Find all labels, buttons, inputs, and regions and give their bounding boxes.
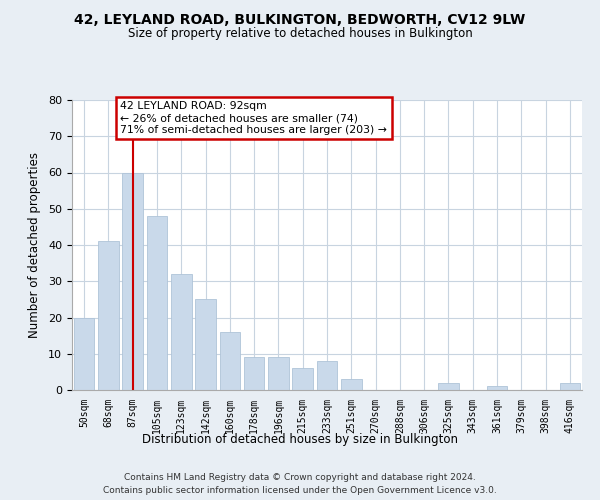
Bar: [122, 172, 143, 390]
Bar: [220, 332, 240, 390]
Bar: [244, 358, 265, 390]
Text: 42 LEYLAND ROAD: 92sqm
← 26% of detached houses are smaller (74)
71% of semi-det: 42 LEYLAND ROAD: 92sqm ← 26% of detached…: [121, 102, 388, 134]
Text: Distribution of detached houses by size in Bulkington: Distribution of detached houses by size …: [142, 432, 458, 446]
Bar: [98, 242, 119, 390]
Y-axis label: Number of detached properties: Number of detached properties: [28, 152, 41, 338]
Bar: [268, 358, 289, 390]
Bar: [438, 383, 459, 390]
Bar: [171, 274, 191, 390]
Text: Contains HM Land Registry data © Crown copyright and database right 2024.: Contains HM Land Registry data © Crown c…: [124, 472, 476, 482]
Bar: [487, 386, 508, 390]
Bar: [341, 379, 362, 390]
Bar: [74, 318, 94, 390]
Bar: [317, 361, 337, 390]
Text: 42, LEYLAND ROAD, BULKINGTON, BEDWORTH, CV12 9LW: 42, LEYLAND ROAD, BULKINGTON, BEDWORTH, …: [74, 12, 526, 26]
Text: Contains public sector information licensed under the Open Government Licence v3: Contains public sector information licen…: [103, 486, 497, 495]
Text: Size of property relative to detached houses in Bulkington: Size of property relative to detached ho…: [128, 28, 472, 40]
Bar: [146, 216, 167, 390]
Bar: [195, 300, 216, 390]
Bar: [292, 368, 313, 390]
Bar: [560, 383, 580, 390]
